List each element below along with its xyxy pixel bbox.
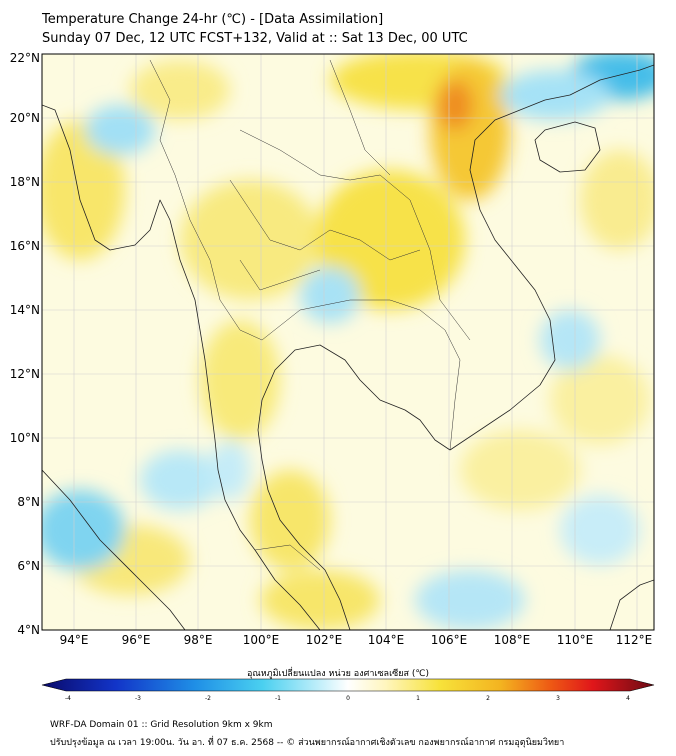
lat-tick-label: 4°N bbox=[17, 623, 40, 637]
lon-tick-label: 98°E bbox=[184, 633, 213, 647]
lat-tick-label: 12°N bbox=[10, 367, 40, 381]
lat-axis: 4°N 6°N 8°N 10°N 12°N 14°N 16°N 18°N 20°… bbox=[10, 51, 40, 637]
lon-tick-label: 96°E bbox=[122, 633, 151, 647]
coastlines bbox=[42, 64, 654, 630]
lat-tick-label: 14°N bbox=[10, 303, 40, 317]
country-borders bbox=[149, 59, 471, 571]
graticule bbox=[42, 54, 654, 630]
lon-axis: 94°E 96°E 98°E 100°E 102°E 104°E 106°E 1… bbox=[60, 633, 653, 647]
lat-tick-label: 22°N bbox=[10, 51, 40, 65]
footer-credit: ปรับปรุงข้อมูล ณ เวลา 19:00น. วัน อา. ที… bbox=[50, 738, 565, 748]
temperature-field bbox=[42, 54, 654, 630]
colorbar-ticks: -4 -3 -2 -1 0 1 2 3 4 bbox=[65, 695, 630, 700]
colorbar-tick-label: 1 bbox=[416, 695, 420, 700]
temperature-change-map: 4°N 6°N 8°N 10°N 12°N 14°N 16°N 18°N 20°… bbox=[10, 51, 655, 700]
lat-tick-label: 10°N bbox=[10, 431, 40, 445]
map-subtitle: Sunday 07 Dec, 12 UTC FCST+132, Valid at… bbox=[42, 31, 468, 46]
colorbar-tick-label: -1 bbox=[275, 695, 281, 700]
lat-tick-label: 16°N bbox=[10, 239, 40, 253]
lat-tick-label: 8°N bbox=[17, 495, 40, 509]
colorbar bbox=[41, 678, 655, 692]
colorbar-tick-label: 0 bbox=[346, 695, 350, 700]
colorbar-tick-label: 3 bbox=[556, 695, 560, 700]
lat-tick-label: 6°N bbox=[17, 559, 40, 573]
lat-tick-label: 20°N bbox=[10, 111, 40, 125]
map-title: Temperature Change 24-hr (℃) - [Data Ass… bbox=[42, 12, 384, 27]
colorbar-tick-label: -3 bbox=[135, 695, 141, 700]
lon-tick-label: 106°E bbox=[431, 633, 468, 647]
lat-tick-label: 18°N bbox=[10, 175, 40, 189]
colorbar-title: อุณหภูมิเปลี่ยนแปลง หน่วย องศาเซลเซียส (… bbox=[246, 669, 430, 679]
lon-tick-label: 110°E bbox=[557, 633, 594, 647]
colorbar-tick-label: -2 bbox=[205, 695, 211, 700]
lon-tick-label: 100°E bbox=[243, 633, 280, 647]
colorbar-tick-label: -4 bbox=[65, 695, 71, 700]
footer-model-info: WRF-DA Domain 01 :: Grid Resolution 9km … bbox=[50, 720, 273, 730]
lon-tick-label: 112°E bbox=[616, 633, 653, 647]
lon-tick-label: 94°E bbox=[60, 633, 89, 647]
plot-frame bbox=[41, 53, 655, 631]
lon-tick-label: 108°E bbox=[494, 633, 531, 647]
lon-tick-label: 102°E bbox=[306, 633, 343, 647]
colorbar-tick-label: 4 bbox=[626, 695, 630, 700]
lon-tick-label: 104°E bbox=[368, 633, 405, 647]
colorbar-tick-label: 2 bbox=[486, 695, 490, 700]
